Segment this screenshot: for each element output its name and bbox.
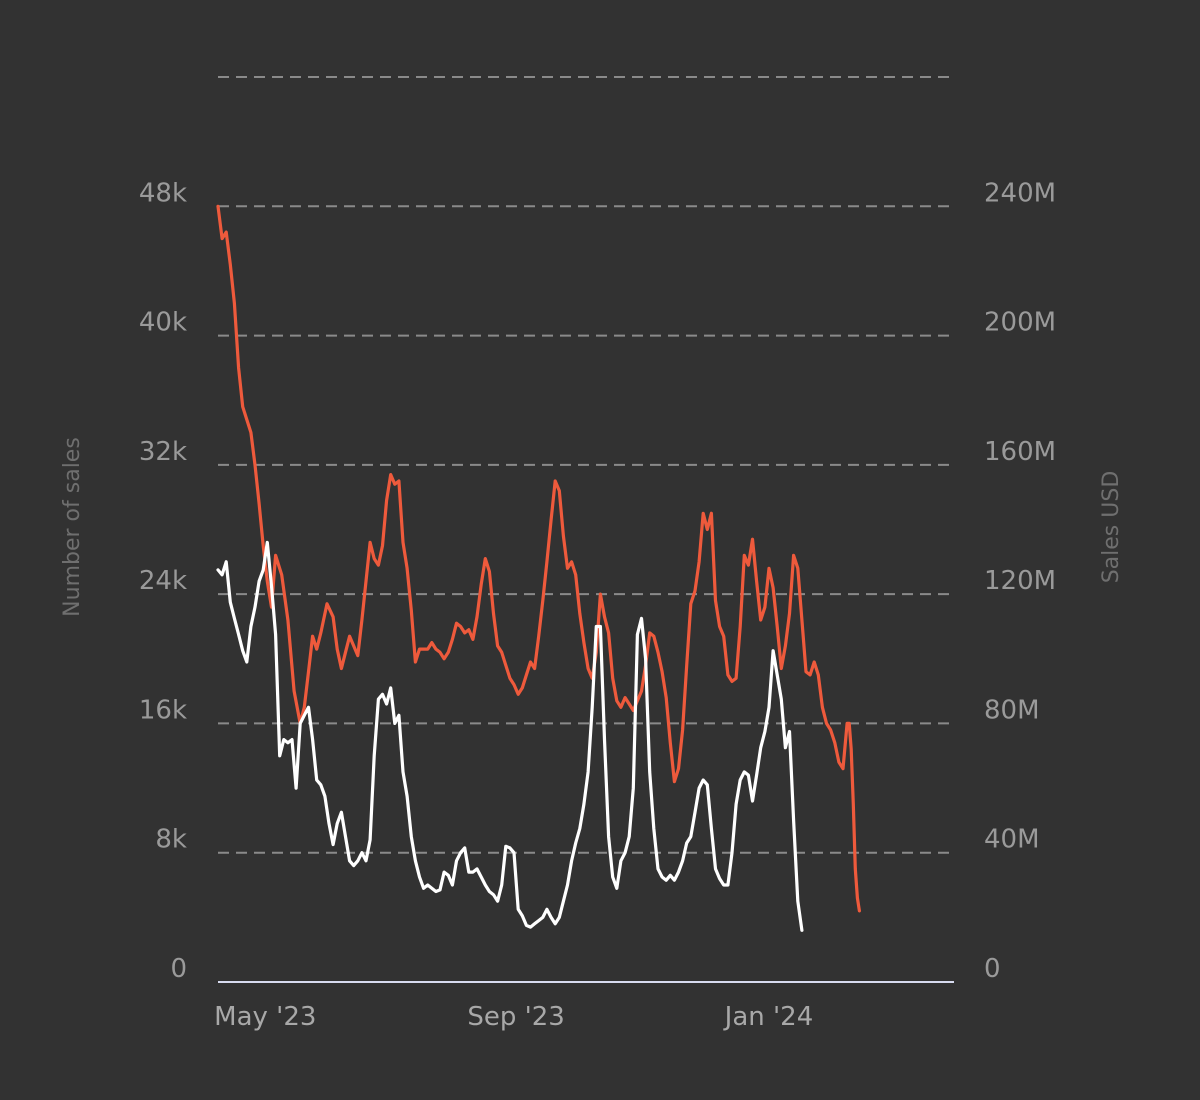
- right-axis-title: Sales USD: [1099, 471, 1124, 584]
- left-tick-label: 16k: [139, 695, 187, 725]
- left-tick-label: 0: [170, 954, 187, 984]
- series-line-number-of-sales: [216, 540, 804, 932]
- left-tick-label: 8k: [155, 825, 187, 855]
- left-axis-title: Number of sales: [60, 437, 85, 617]
- x-tick-label: Sep '23: [467, 1002, 565, 1032]
- right-tick-label: 160M: [984, 437, 1056, 467]
- x-axis-ticks: May '23 Sep '23 Jan '24: [214, 1002, 813, 1032]
- right-tick-label: 40M: [984, 825, 1040, 855]
- gridlines: [218, 76, 954, 854]
- right-tick-label: 0: [984, 954, 1001, 984]
- right-tick-label: 240M: [984, 178, 1056, 208]
- x-tick-label: Jan '24: [723, 1002, 814, 1032]
- left-axis-ticks: 0 8k 16k 24k 32k 40k 48k: [139, 178, 187, 984]
- x-tick-label: May '23: [214, 1002, 316, 1032]
- left-tick-label: 24k: [139, 566, 187, 596]
- left-tick-label: 48k: [139, 178, 187, 208]
- right-axis-ticks: 0 40M 80M 120M 160M 200M 240M: [984, 178, 1056, 984]
- series-lines: [216, 204, 861, 932]
- left-tick-label: 40k: [139, 308, 187, 338]
- left-tick-label: 32k: [139, 437, 187, 467]
- right-tick-label: 120M: [984, 566, 1056, 596]
- series-line-sales-usd: [216, 204, 861, 913]
- right-tick-label: 80M: [984, 695, 1040, 725]
- right-tick-label: 200M: [984, 308, 1056, 338]
